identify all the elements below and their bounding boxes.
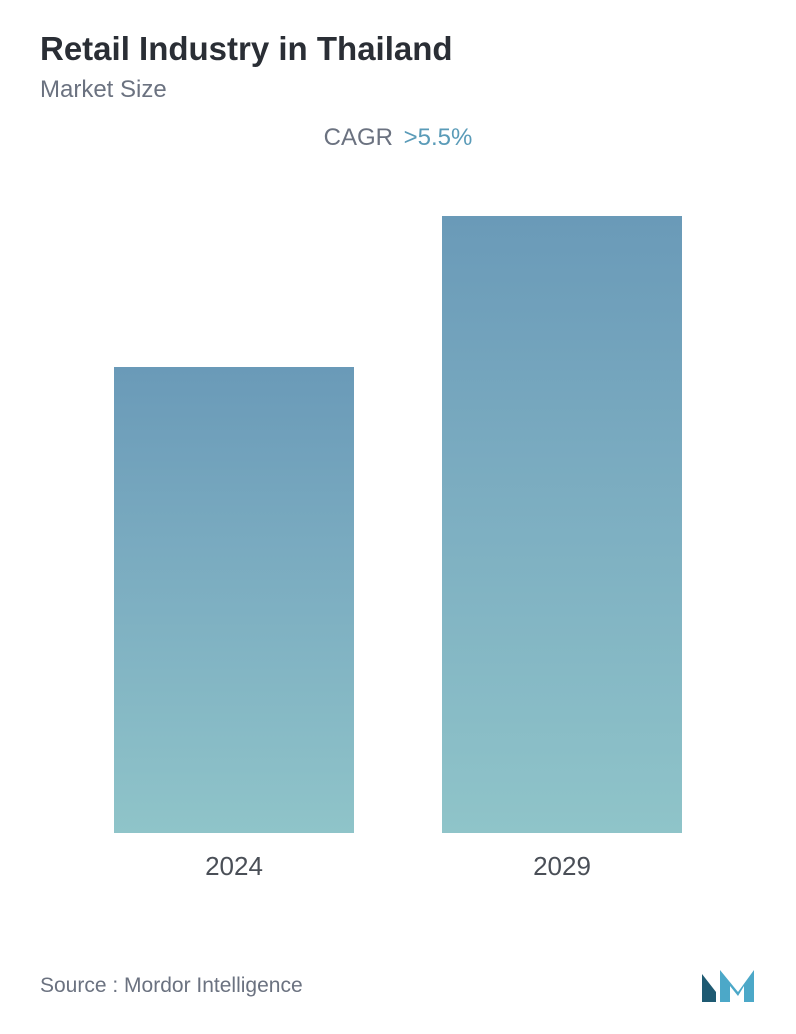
- bar-1: [442, 216, 682, 833]
- cagr-value: >5.5%: [404, 124, 473, 151]
- bar-group-0: 2024: [114, 367, 354, 882]
- source-text: Source : Mordor Intelligence: [40, 974, 303, 998]
- cagr-row: CAGR >5.5%: [40, 124, 756, 152]
- bar-group-1: 2029: [442, 216, 682, 882]
- bar-label-1: 2029: [533, 851, 591, 882]
- bar-label-0: 2024: [205, 851, 263, 882]
- chart-container: Retail Industry in Thailand Market Size …: [0, 0, 796, 1034]
- bar-0: [114, 367, 354, 833]
- cagr-label: CAGR: [324, 124, 393, 151]
- chart-title: Retail Industry in Thailand: [40, 30, 756, 68]
- mordor-logo-icon: [700, 968, 756, 1004]
- chart-area: 2024 2029: [40, 202, 756, 882]
- footer: Source : Mordor Intelligence: [40, 968, 756, 1004]
- chart-subtitle: Market Size: [40, 76, 756, 104]
